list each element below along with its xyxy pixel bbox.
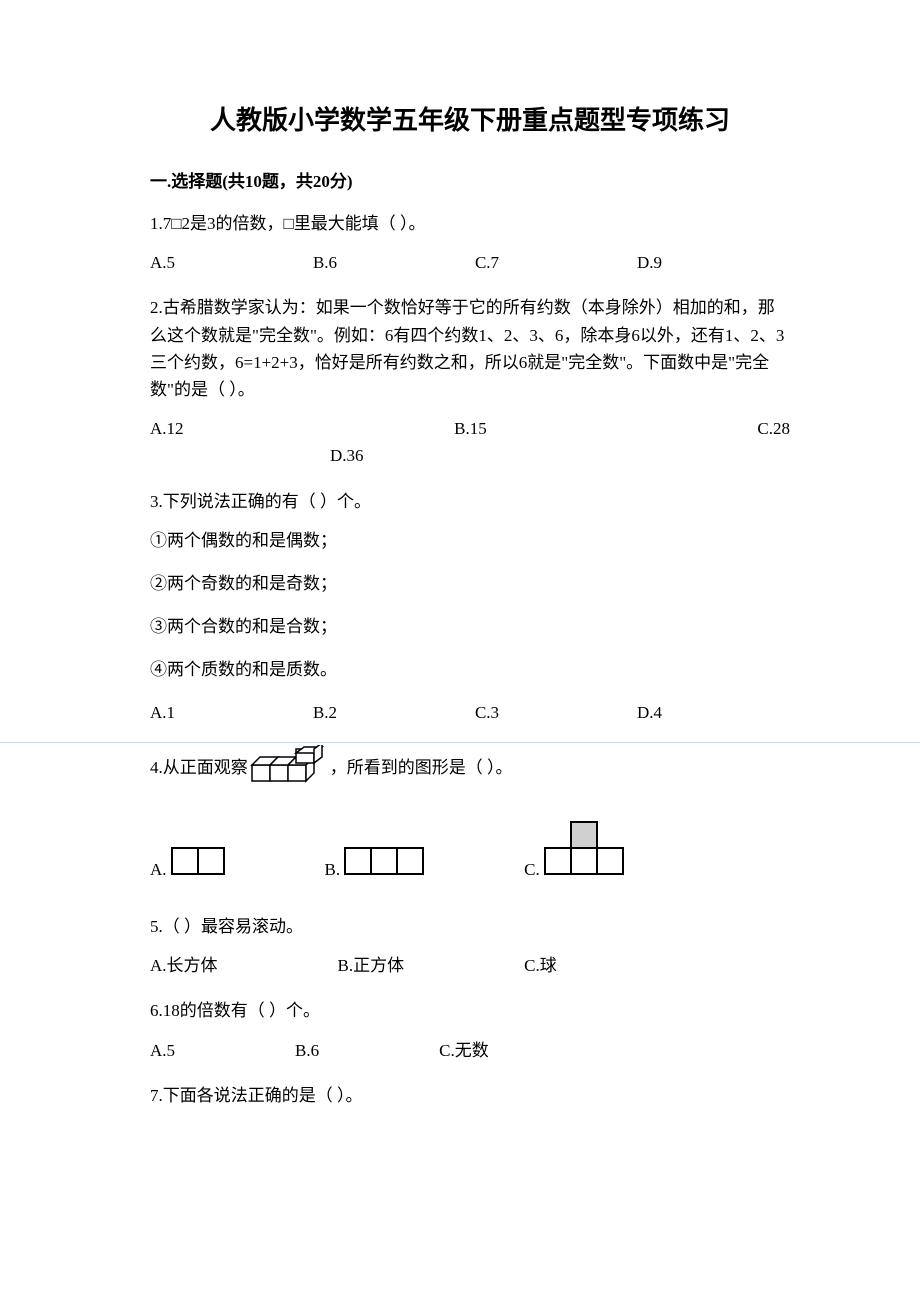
- option-c-shape-icon: [544, 821, 624, 883]
- q5-option-b: B.正方体: [338, 952, 405, 979]
- q3-statement-4: ④两个质数的和是质数。: [150, 656, 790, 683]
- q4-option-a: A.: [150, 847, 225, 883]
- q3-option-a: A.1: [150, 699, 175, 726]
- question-2: 2.古希腊数学家认为：如果一个数恰好等于它的所有约数（本身除外）相加的和，那么这…: [150, 294, 790, 469]
- q3-statement-3: ③两个合数的和是合数；: [150, 613, 790, 640]
- q3-option-c: C.3: [475, 699, 499, 726]
- q1-options: A.5 B.6 C.7 D.9: [150, 249, 662, 276]
- q1-option-d: D.9: [637, 249, 662, 276]
- q7-text: 7.下面各说法正确的是（ ）。: [150, 1082, 790, 1109]
- q4-option-b-label: B.: [325, 856, 341, 883]
- q6-option-b: B.6: [295, 1037, 319, 1064]
- question-1: 1.7□2是3的倍数，□里最大能填（ ）。 A.5 B.6 C.7 D.9: [150, 210, 790, 276]
- q4-option-c: C.: [524, 821, 624, 883]
- q1-option-b: B.6: [313, 249, 337, 276]
- q3-option-d: D.4: [637, 699, 662, 726]
- q4-option-b: B.: [325, 847, 425, 883]
- q2-text: 2.古希腊数学家认为：如果一个数恰好等于它的所有约数（本身除外）相加的和，那么这…: [150, 294, 790, 403]
- q6-option-c: C.无数: [439, 1037, 489, 1064]
- option-a-shape-icon: [171, 847, 225, 883]
- question-3: 3.下列说法正确的有（ ）个。 ①两个偶数的和是偶数； ②两个奇数的和是奇数； …: [150, 488, 790, 727]
- q1-option-a: A.5: [150, 249, 175, 276]
- q4-option-c-label: C.: [524, 856, 540, 883]
- cube-figure-icon: [250, 745, 328, 791]
- q5-option-a: A.长方体: [150, 952, 218, 979]
- q3-text: 3.下列说法正确的有（ ）个。: [150, 488, 790, 515]
- q4-option-a-label: A.: [150, 856, 167, 883]
- q6-option-a: A.5: [150, 1037, 175, 1064]
- question-6: 6.18的倍数有（ ）个。 A.5 B.6 C.无数: [150, 997, 790, 1063]
- q3-option-b: B.2: [313, 699, 337, 726]
- page-title: 人教版小学数学五年级下册重点题型专项练习: [150, 100, 790, 137]
- q5-option-c: C.球: [524, 952, 557, 979]
- q2-option-b: B.15: [454, 415, 487, 442]
- q1-option-c: C.7: [475, 249, 499, 276]
- q6-options: A.5 B.6 C.无数: [150, 1037, 790, 1064]
- q2-option-a: A.12: [150, 415, 184, 442]
- section-header: 一.选择题(共10题，共20分): [150, 167, 790, 192]
- q5-options: A.长方体 B.正方体 C.球: [150, 952, 790, 979]
- q3-statement-2: ②两个奇数的和是奇数；: [150, 570, 790, 597]
- q3-statement-1: ①两个偶数的和是偶数；: [150, 527, 790, 554]
- question-4: 4.从正面观察: [150, 745, 790, 883]
- q5-text: 5.（ ）最容易滚动。: [150, 913, 790, 940]
- q2-option-c: C.28: [757, 415, 790, 442]
- q4-prefix: 4.从正面观察: [150, 754, 248, 781]
- q6-text: 6.18的倍数有（ ）个。: [150, 997, 790, 1024]
- q3-options: A.1 B.2 C.3 D.4: [150, 699, 662, 726]
- q4-suffix: ，所看到的图形是（ ）。: [330, 754, 513, 781]
- q4-text-line: 4.从正面观察: [150, 745, 790, 791]
- q1-text: 1.7□2是3的倍数，□里最大能填（ ）。: [150, 210, 790, 237]
- q2-option-d: D.36: [330, 446, 364, 465]
- question-7: 7.下面各说法正确的是（ ）。: [150, 1082, 790, 1109]
- page-divider: [0, 742, 920, 743]
- option-b-shape-icon: [344, 847, 424, 883]
- question-5: 5.（ ）最容易滚动。 A.长方体 B.正方体 C.球: [150, 913, 790, 979]
- q2-options: A.12 B.15 C.28 D.36: [150, 415, 790, 469]
- q4-options: A. B.: [150, 821, 790, 883]
